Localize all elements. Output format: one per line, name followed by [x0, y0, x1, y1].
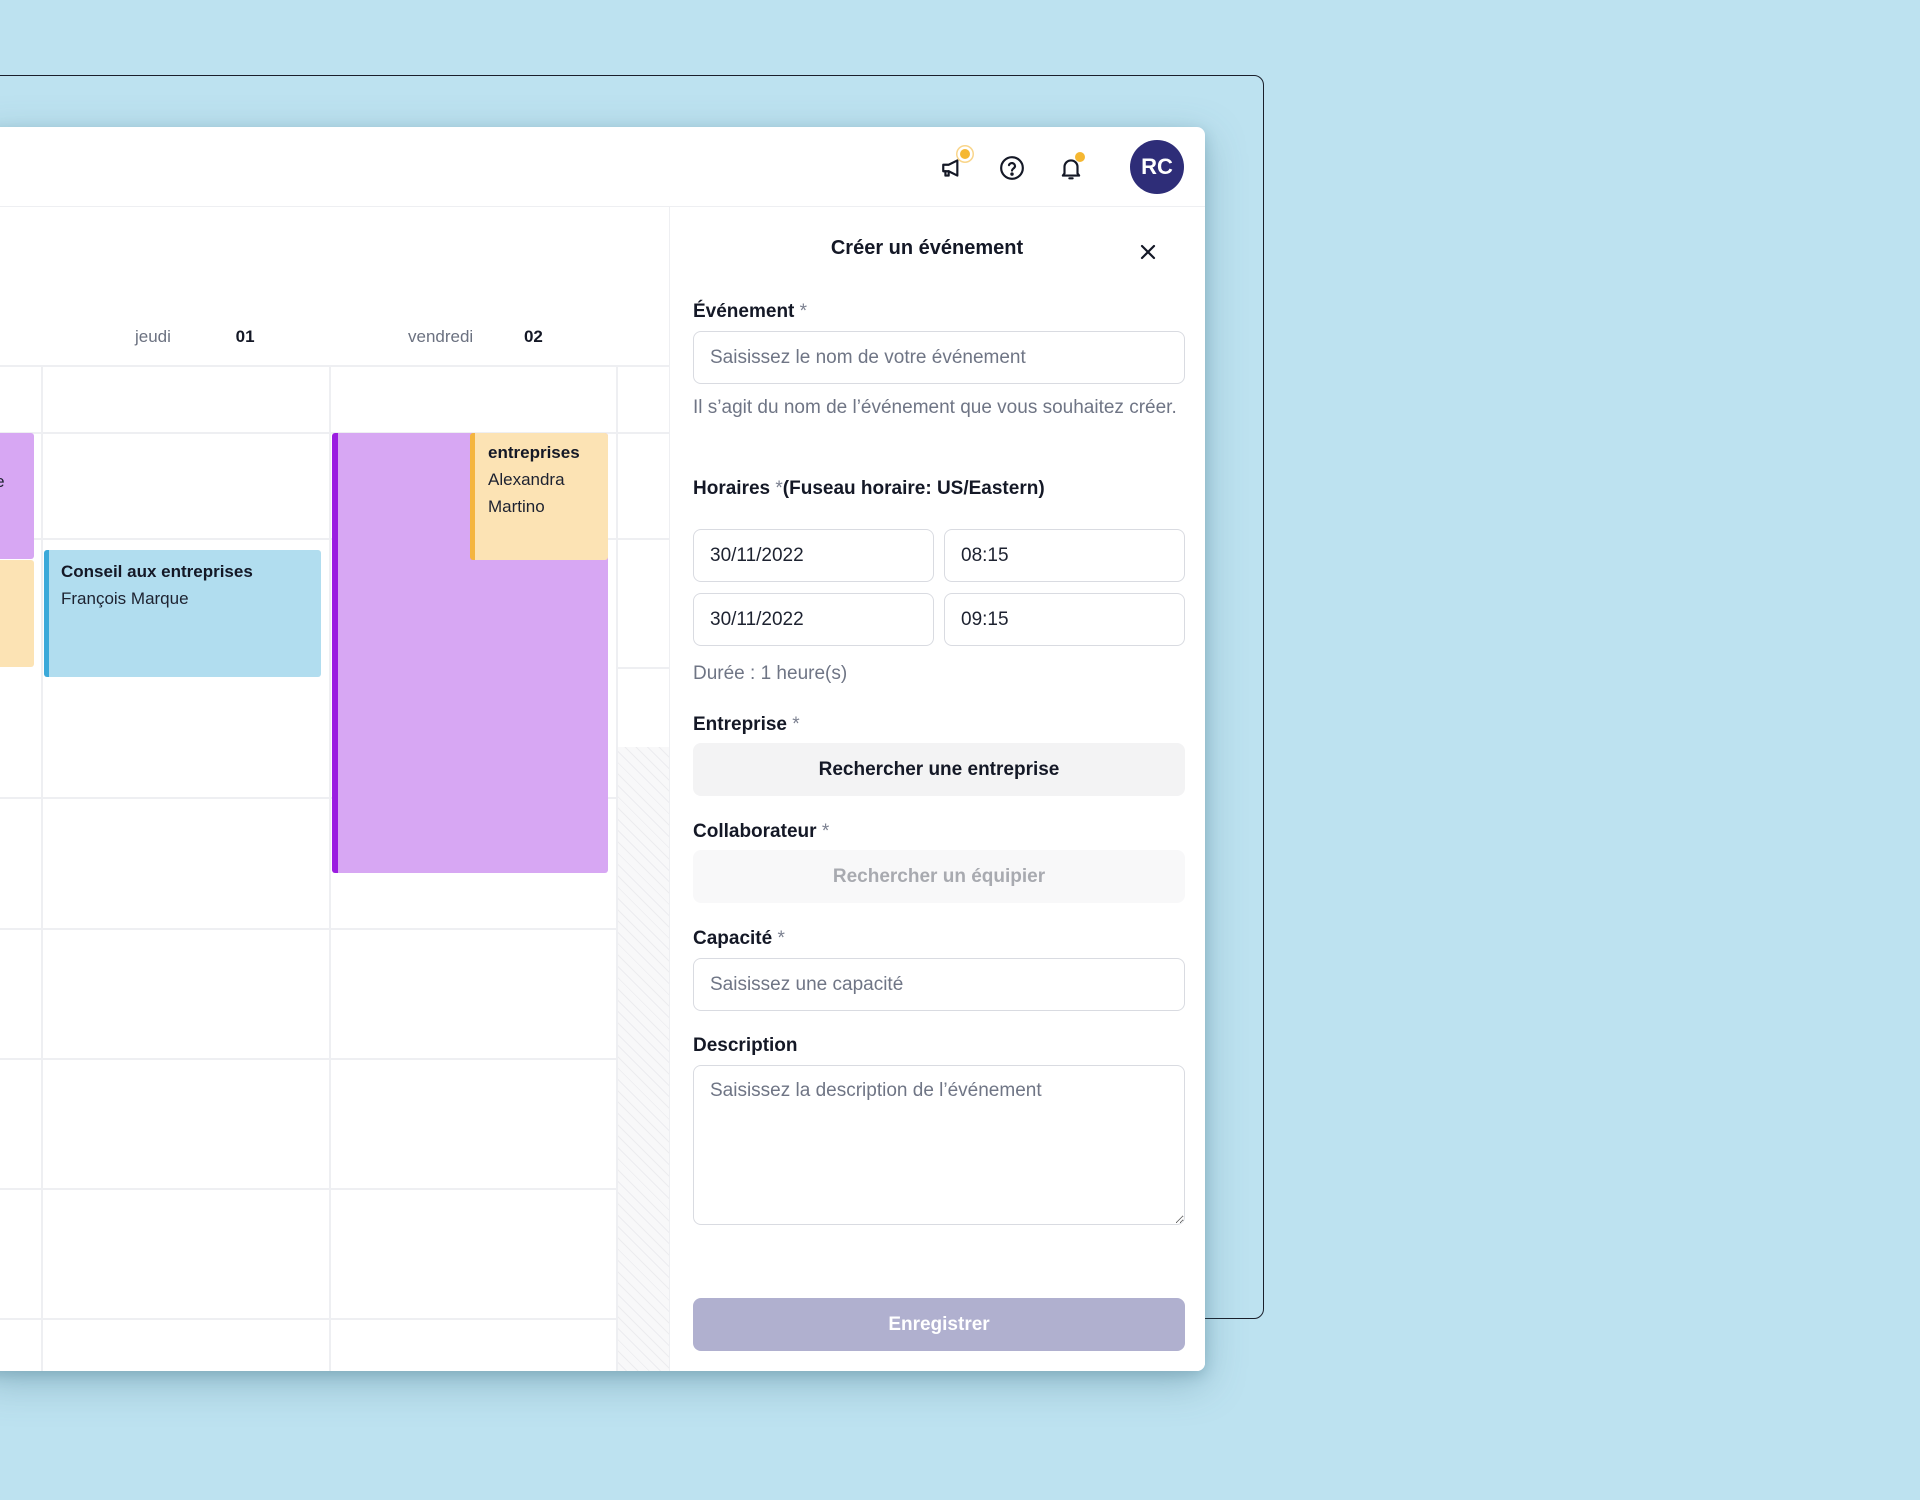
- event-subtitle: Alexandra Martino: [488, 470, 565, 516]
- app-window: RC jeudi 01 vendredi 02 s ere Con: [0, 127, 1205, 1371]
- grid-line: [0, 432, 669, 434]
- grid-line: [0, 928, 669, 930]
- day-header-thursday[interactable]: jeudi 01: [135, 327, 255, 347]
- start-date-input[interactable]: [693, 529, 934, 582]
- day-number: 02: [523, 327, 543, 346]
- company-label: Entreprise *: [693, 714, 800, 735]
- schedule-label: Horaires *(Fuseau horaire: US/Eastern): [693, 478, 1045, 499]
- notifications-button[interactable]: [1056, 152, 1086, 183]
- close-icon[interactable]: [1136, 240, 1160, 264]
- collaborator-label: Collaborateur *: [693, 821, 830, 842]
- capacity-input[interactable]: [693, 958, 1185, 1011]
- day-header-friday[interactable]: vendredi 02: [408, 327, 543, 347]
- capacity-label: Capacité *: [693, 928, 785, 949]
- help-icon: [1000, 156, 1024, 180]
- day-name: jeudi: [135, 327, 171, 346]
- save-button[interactable]: Enregistrer: [693, 1298, 1185, 1351]
- bell-icon: [1061, 159, 1081, 180]
- grid-line: [0, 1318, 669, 1320]
- unavailable-slots: [616, 747, 669, 1371]
- event-name-input[interactable]: [693, 331, 1185, 384]
- top-bar: RC: [0, 127, 1205, 207]
- announcement-badge: [960, 149, 970, 159]
- user-avatar[interactable]: RC: [1130, 140, 1184, 194]
- calendar-event[interactable]: entreprises Alexandra Martino: [470, 433, 608, 560]
- start-time-input[interactable]: [944, 529, 1185, 582]
- column-divider: [616, 365, 618, 1371]
- megaphone-icon: [942, 159, 959, 177]
- event-title: s: [0, 441, 22, 468]
- calendar-event[interactable]: [0, 560, 34, 667]
- grid-line: [0, 1058, 669, 1060]
- event-title: Conseil aux entreprises: [61, 562, 253, 581]
- end-time-input[interactable]: [944, 593, 1185, 646]
- create-event-panel: Créer un événement Événement * Il s’agit…: [669, 207, 1205, 1371]
- grid-line: [0, 1188, 669, 1190]
- help-button[interactable]: [997, 153, 1027, 183]
- description-textarea[interactable]: [693, 1065, 1185, 1225]
- day-number: 01: [235, 327, 255, 346]
- calendar-event[interactable]: Conseil aux entreprises François Marque: [44, 550, 321, 677]
- description-label: Description: [693, 1035, 798, 1056]
- duration-text: Durée : 1 heure(s): [693, 663, 848, 684]
- event-name-help: Il s’agit du nom de l’événement que vous…: [693, 397, 1177, 418]
- column-divider: [41, 365, 43, 1371]
- panel-title: Créer un événement: [830, 237, 1024, 259]
- search-collaborator-button[interactable]: Rechercher un équipier: [693, 850, 1185, 903]
- search-company-button[interactable]: Rechercher une entreprise: [693, 743, 1185, 796]
- event-name-label: Événement *: [693, 301, 808, 322]
- end-date-input[interactable]: [693, 593, 934, 646]
- week-calendar: jeudi 01 vendredi 02 s ere Conseil aux e…: [0, 207, 669, 1371]
- column-divider: [329, 365, 331, 1371]
- calendar-event[interactable]: s ere: [0, 433, 34, 559]
- grid-line: [616, 667, 669, 669]
- grid-line: [0, 365, 669, 367]
- event-subtitle: ere: [0, 468, 22, 495]
- avatar-initials: RC: [1141, 154, 1173, 179]
- event-title: entreprises: [488, 443, 580, 462]
- day-name: vendredi: [408, 327, 474, 346]
- announcements-button[interactable]: [938, 149, 970, 183]
- event-subtitle: François Marque: [61, 589, 189, 608]
- notification-badge: [1075, 152, 1085, 162]
